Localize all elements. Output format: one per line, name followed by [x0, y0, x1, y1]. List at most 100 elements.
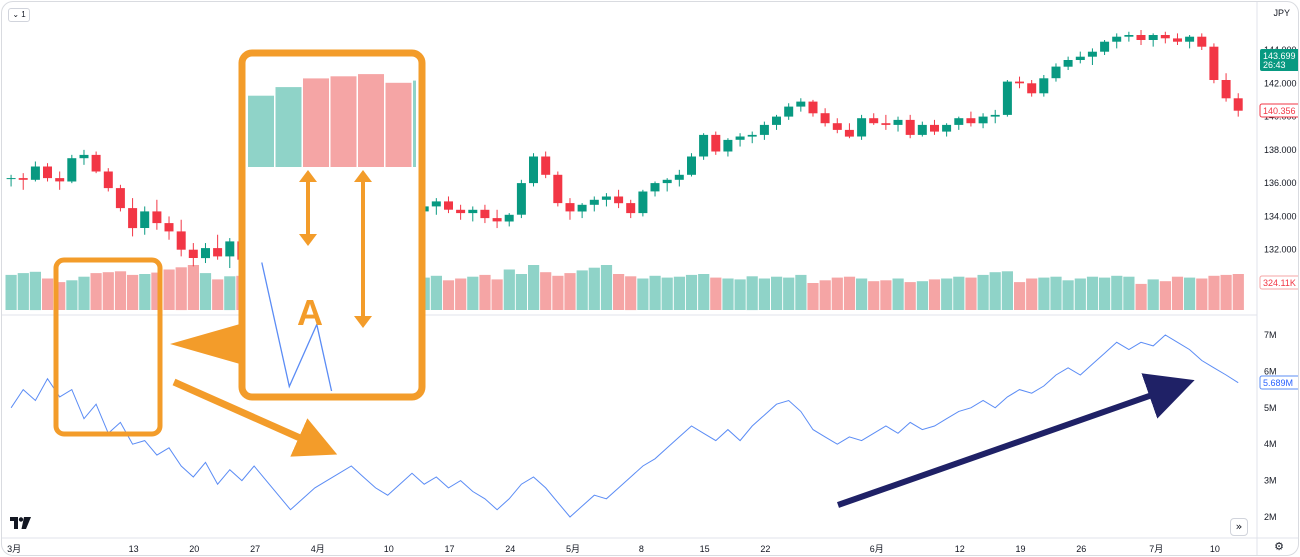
- candle: [577, 203, 587, 219]
- time-tick-label: 10: [384, 544, 394, 554]
- candle: [772, 114, 781, 130]
- candle-body: [541, 156, 551, 175]
- candle: [723, 138, 733, 157]
- time-tick-label: 13: [129, 544, 139, 554]
- volume-bar: [989, 272, 1001, 310]
- candle-body: [553, 174, 563, 204]
- candle: [1015, 76, 1024, 89]
- collapse-indicators-button[interactable]: ⌄ 1: [8, 8, 30, 22]
- candle-body: [577, 204, 587, 212]
- volume-bar: [163, 269, 175, 310]
- candle: [1087, 48, 1097, 65]
- scroll-to-realtime-button[interactable]: »: [1230, 518, 1248, 536]
- candle-body: [529, 156, 538, 184]
- candle: [650, 181, 660, 197]
- volume-bar: [685, 274, 698, 310]
- candle: [942, 123, 952, 137]
- callout-arrow: [172, 378, 338, 457]
- candle: [91, 151, 101, 174]
- volume-bar: [758, 278, 770, 310]
- volume-bar: [114, 271, 127, 310]
- volume-bar: [1001, 271, 1013, 310]
- volume-bar: [710, 277, 722, 310]
- candle: [601, 193, 611, 207]
- candle-body: [735, 136, 745, 140]
- volume-bar: [807, 283, 819, 310]
- candle-body: [504, 214, 514, 222]
- candle: [917, 121, 927, 137]
- candle: [1063, 56, 1073, 70]
- price-tick-label: 142.000: [1264, 78, 1297, 88]
- time-tick-label: 26: [1076, 544, 1086, 554]
- candle: [1221, 73, 1231, 102]
- candle: [796, 98, 806, 112]
- tradingview-logo-icon[interactable]: [10, 517, 32, 529]
- candle-body: [832, 123, 842, 130]
- volume-bar: [625, 276, 637, 311]
- candle-body: [176, 231, 186, 250]
- volume-bar: [1086, 276, 1099, 310]
- candle: [735, 133, 745, 147]
- volume-bar: [1135, 283, 1147, 310]
- candle-body: [954, 118, 964, 125]
- price-tick-label: 132.000: [1264, 245, 1297, 255]
- candle-body: [1173, 38, 1182, 42]
- volume-bar: [588, 267, 600, 310]
- indicator-tick-label: 2M: [1264, 512, 1277, 522]
- volume-bar: [1111, 275, 1123, 310]
- candle-body: [711, 134, 721, 152]
- time-tick-label: 15: [700, 544, 710, 554]
- candle: [808, 99, 818, 117]
- candle: [504, 213, 514, 227]
- settings-icon[interactable]: ⚙: [1274, 540, 1284, 553]
- candle: [115, 184, 125, 212]
- price-tick-label: 138.000: [1264, 145, 1297, 155]
- candle-body: [1221, 80, 1231, 99]
- candle: [492, 209, 502, 229]
- gap-arrow-right: [354, 170, 372, 328]
- volume-bar: [199, 273, 212, 310]
- volume-bar: [783, 277, 795, 310]
- volume-bar: [1099, 277, 1111, 310]
- candle: [832, 118, 842, 134]
- candle-body: [444, 201, 453, 210]
- volume-bar: [1147, 279, 1159, 310]
- candle: [1039, 74, 1049, 97]
- candle: [468, 206, 478, 222]
- candle-body: [480, 209, 490, 219]
- volume-bar: [1026, 278, 1038, 310]
- candle-body: [857, 118, 867, 137]
- candle-body: [1233, 98, 1243, 111]
- candle: [820, 108, 830, 127]
- zoom-volume-bar: [385, 82, 412, 167]
- volume-bar: [698, 274, 710, 310]
- candle-body: [589, 199, 599, 205]
- volume-bar: [856, 278, 868, 310]
- volume-bar: [455, 278, 467, 310]
- volume-bar: [1232, 274, 1244, 310]
- candle-body: [784, 106, 794, 117]
- candle: [1233, 93, 1243, 117]
- candle-body: [79, 154, 89, 159]
- candle-body: [917, 124, 927, 135]
- volume-bar: [491, 279, 503, 310]
- volume-bar: [843, 276, 856, 310]
- candle-body: [1063, 60, 1073, 67]
- volume-bar: [673, 276, 685, 310]
- volume-bar: [175, 267, 187, 311]
- candle-body: [1148, 35, 1158, 40]
- time-tick-label: 10: [1210, 544, 1220, 554]
- candle: [431, 198, 441, 215]
- candle: [128, 198, 138, 237]
- trend-arrow: [837, 373, 1195, 508]
- volume-bar: [734, 279, 746, 310]
- candle: [103, 168, 113, 192]
- countdown-timer: 26:43: [1263, 60, 1286, 70]
- candle: [176, 219, 186, 257]
- volume-bar: [42, 278, 54, 310]
- candle-body: [43, 166, 52, 179]
- volume-bar: [880, 280, 892, 310]
- candle: [201, 243, 210, 264]
- candle-body: [225, 241, 235, 257]
